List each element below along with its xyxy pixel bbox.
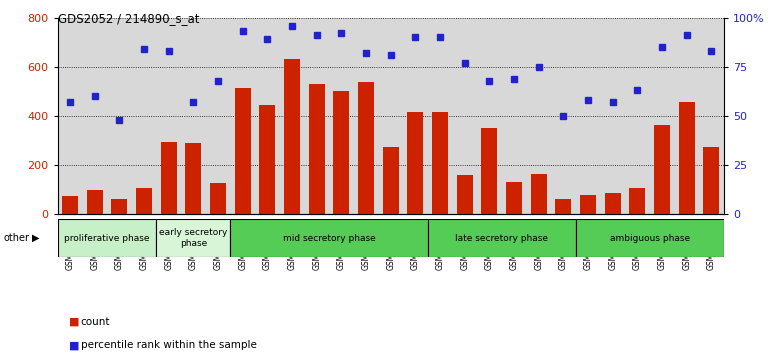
- Text: ■: ■: [69, 317, 80, 327]
- Bar: [112, 199, 128, 214]
- Text: GDS2052 / 214890_s_at: GDS2052 / 214890_s_at: [58, 12, 199, 25]
- Bar: [136, 188, 152, 214]
- Bar: [576, 219, 724, 257]
- Bar: [506, 182, 522, 214]
- Bar: [87, 190, 102, 214]
- Bar: [383, 147, 399, 214]
- Bar: [230, 219, 428, 257]
- Bar: [580, 195, 596, 214]
- Bar: [161, 142, 177, 214]
- Bar: [156, 219, 230, 257]
- Text: ▶: ▶: [32, 233, 40, 243]
- Text: proliferative phase: proliferative phase: [65, 234, 150, 242]
- Bar: [309, 84, 325, 214]
- Bar: [333, 91, 350, 214]
- Bar: [210, 183, 226, 214]
- Bar: [531, 174, 547, 214]
- Text: late secretory phase: late secretory phase: [455, 234, 548, 242]
- Bar: [481, 128, 497, 214]
- Bar: [432, 112, 448, 214]
- Bar: [235, 88, 251, 214]
- Bar: [284, 59, 300, 214]
- Bar: [604, 193, 621, 214]
- Bar: [259, 105, 276, 214]
- Bar: [555, 199, 571, 214]
- Bar: [679, 102, 695, 214]
- Bar: [654, 125, 670, 214]
- Bar: [407, 112, 424, 214]
- Bar: [58, 219, 156, 257]
- Bar: [457, 175, 473, 214]
- Bar: [186, 143, 202, 214]
- Text: mid secretory phase: mid secretory phase: [283, 234, 376, 242]
- Text: ■: ■: [69, 340, 80, 350]
- Text: early secretory
phase: early secretory phase: [159, 228, 228, 248]
- Bar: [428, 219, 576, 257]
- Text: ambiguous phase: ambiguous phase: [610, 234, 690, 242]
- Text: count: count: [81, 317, 110, 327]
- Bar: [704, 147, 719, 214]
- Bar: [62, 196, 78, 214]
- Text: percentile rank within the sample: percentile rank within the sample: [81, 340, 256, 350]
- Text: other: other: [4, 233, 30, 243]
- Bar: [629, 188, 645, 214]
- Bar: [358, 81, 374, 214]
